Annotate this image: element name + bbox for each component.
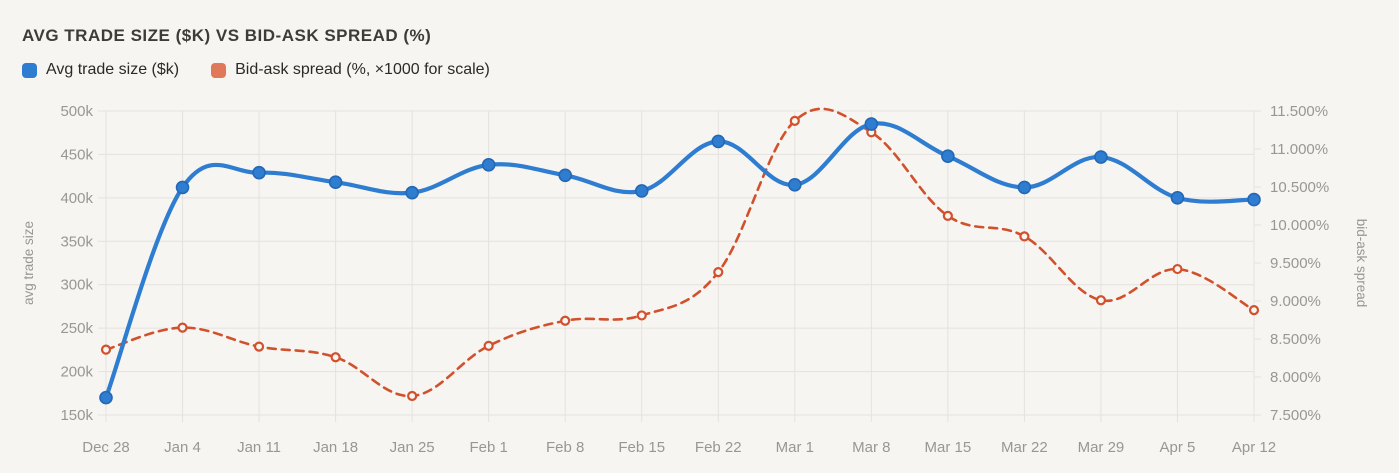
- left-axis-tick-label: 350k: [60, 233, 93, 250]
- x-axis-label: Apr 5: [1160, 439, 1196, 456]
- data-point-bid-ask-spread[interactable]: [253, 341, 265, 352]
- legend: Avg trade size ($k) Bid-ask spread (%, ×…: [22, 61, 490, 79]
- right-axis-tick-label: 10.500%: [1270, 179, 1329, 196]
- right-axis-tick-label: 11.500%: [1270, 103, 1328, 120]
- data-point-bid-ask-spread[interactable]: [713, 267, 724, 278]
- x-axis-label: Jan 11: [237, 439, 281, 456]
- data-point-bid-ask-spread[interactable]: [560, 315, 571, 326]
- data-point-avg-trade-size[interactable]: [558, 168, 573, 183]
- data-point-bid-ask-spread[interactable]: [636, 310, 647, 321]
- data-point-avg-trade-size[interactable]: [405, 185, 419, 200]
- x-axis-label: Dec 28: [82, 439, 130, 456]
- series-line-avg-trade-size: [103, 121, 1257, 400]
- left-axis-tick-label: 200k: [60, 364, 93, 381]
- left-axis-tick-label: 400k: [60, 190, 93, 207]
- data-point-avg-trade-size[interactable]: [787, 178, 802, 192]
- data-point-avg-trade-size[interactable]: [1094, 150, 1108, 164]
- data-point-avg-trade-size[interactable]: [1170, 191, 1185, 205]
- data-point-bid-ask-spread[interactable]: [942, 210, 953, 221]
- data-point-bid-ask-spread[interactable]: [1172, 263, 1183, 275]
- x-axis-label: Mar 1: [776, 439, 814, 456]
- chart-title: AVG TRADE SIZE ($K) VS BID-ASK SPREAD (%…: [22, 26, 432, 45]
- x-axis-label: Feb 22: [695, 439, 742, 456]
- data-point-bid-ask-spread[interactable]: [330, 352, 341, 363]
- data-point-bid-ask-spread[interactable]: [407, 390, 418, 402]
- left-axis-title: avg trade size: [21, 221, 36, 305]
- data-point-avg-trade-size[interactable]: [175, 180, 190, 195]
- legend-label-avg-trade-size: Avg trade size ($k): [46, 61, 180, 78]
- data-point-avg-trade-size[interactable]: [711, 134, 726, 149]
- data-point-bid-ask-spread[interactable]: [100, 344, 112, 355]
- left-axis-tick-label: 300k: [60, 277, 93, 294]
- x-axis-label: Mar 8: [852, 439, 890, 456]
- x-axis-label: Mar 15: [925, 439, 972, 456]
- right-axis-title: bid-ask spread: [1354, 219, 1369, 308]
- right-axis-tick-label: 7.500%: [1270, 407, 1321, 424]
- series-line-bid-ask-spread: [104, 107, 1256, 398]
- data-point-avg-trade-size[interactable]: [481, 158, 496, 172]
- left-axis-tick-label: 150k: [60, 407, 93, 424]
- right-axis-tick-label: 9.500%: [1270, 255, 1321, 272]
- data-point-bid-ask-spread[interactable]: [1095, 295, 1107, 306]
- right-axis-tick-label: 9.000%: [1270, 293, 1321, 310]
- data-point-avg-trade-size[interactable]: [864, 117, 879, 131]
- legend-label-bid-ask-spread: Bid-ask spread (%, ×1000 for scale): [235, 61, 490, 78]
- data-point-bid-ask-spread[interactable]: [789, 115, 800, 126]
- data-point-avg-trade-size[interactable]: [1247, 192, 1261, 207]
- data-point-avg-trade-size[interactable]: [328, 175, 343, 190]
- x-axis-label: Jan 18: [313, 439, 358, 456]
- right-axis-tick-label: 10.000%: [1270, 217, 1329, 234]
- x-axis-label: Feb 1: [469, 439, 507, 456]
- right-axis-tick-label: 8.500%: [1270, 331, 1321, 348]
- data-point-bid-ask-spread[interactable]: [1019, 231, 1030, 242]
- left-axis-tick-label: 250k: [60, 320, 93, 337]
- x-axis-label: Mar 29: [1078, 439, 1125, 456]
- x-axis-label: Jan 4: [164, 439, 201, 456]
- data-point-bid-ask-spread[interactable]: [1248, 305, 1260, 316]
- data-point-bid-ask-spread[interactable]: [483, 340, 494, 351]
- data-point-avg-trade-size[interactable]: [99, 390, 113, 405]
- legend-swatch-avg-trade-size: [22, 62, 37, 78]
- x-axis-label: Feb 15: [618, 439, 665, 456]
- x-axis-label: Mar 22: [1001, 439, 1048, 456]
- data-point-bid-ask-spread[interactable]: [177, 322, 188, 333]
- data-point-avg-trade-size[interactable]: [1017, 180, 1032, 195]
- data-point-avg-trade-size[interactable]: [941, 149, 955, 163]
- legend-item-avg-trade-size[interactable]: Avg trade size ($k): [22, 61, 179, 79]
- left-axis-tick-label: 450k: [60, 146, 93, 163]
- data-point-avg-trade-size[interactable]: [634, 184, 649, 198]
- right-axis-tick-label: 11.000%: [1270, 141, 1328, 158]
- x-axis-label: Apr 12: [1232, 439, 1276, 456]
- legend-swatch-bid-ask-spread: [211, 62, 227, 78]
- left-axis-tick-label: 500k: [60, 103, 93, 120]
- x-axis-label: Jan 25: [390, 439, 435, 456]
- legend-item-bid-ask-spread[interactable]: Bid-ask spread (%, ×1000 for scale): [211, 61, 490, 79]
- right-axis-tick-label: 8.000%: [1270, 369, 1321, 386]
- data-point-avg-trade-size[interactable]: [252, 165, 266, 180]
- x-axis-label: Feb 8: [546, 439, 584, 456]
